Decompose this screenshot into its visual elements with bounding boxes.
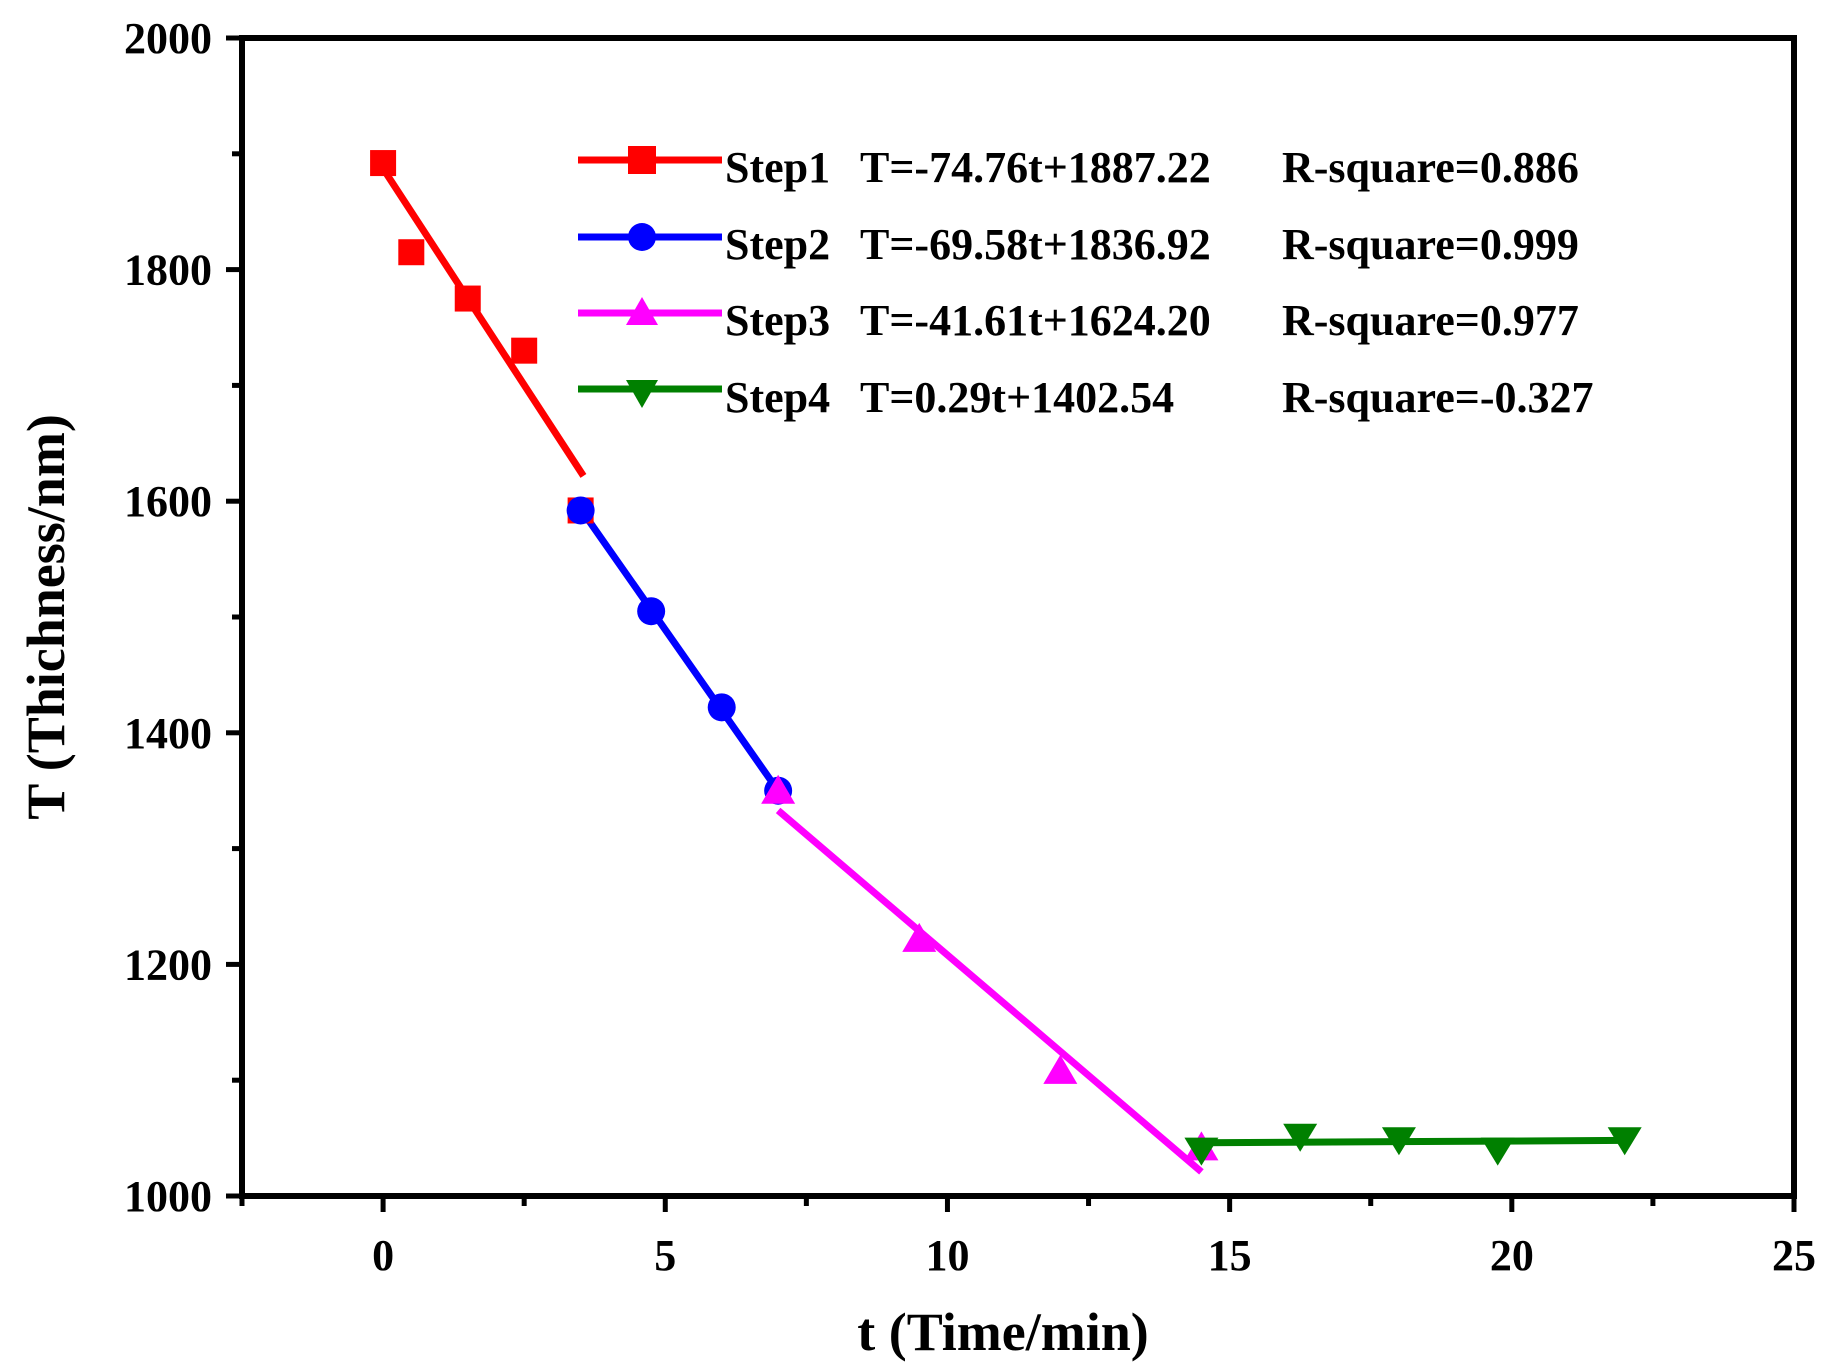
plot-frame [239, 35, 1797, 1199]
legend-name-step1: Step1 [725, 143, 830, 192]
legend-marker-step3 [626, 297, 658, 325]
data-point-step1 [370, 150, 397, 177]
data-point-step3 [761, 774, 796, 804]
y-axis-title: T (Thichness/nm) [16, 414, 76, 820]
legend-equation-step3: T=-41.61t+1624.20 [860, 296, 1211, 345]
data-point-step4 [1480, 1137, 1515, 1166]
legend-rsquare-step4: R-square=-0.327 [1282, 373, 1593, 422]
y-tick-label: 1800 [124, 246, 212, 295]
data-point-step1 [454, 285, 481, 312]
x-tick-label: 10 [925, 1231, 969, 1280]
data-point-step4 [1184, 1137, 1219, 1166]
legend-entry-step4: Step4 T=0.29t+1402.54 R-square=-0.327 [578, 373, 1593, 422]
fit-line-step4 [1201, 1136, 1625, 1147]
x-tick-label: 15 [1208, 1231, 1252, 1280]
data-point-step4 [1283, 1123, 1318, 1152]
data-point-step2 [637, 597, 666, 626]
legend-marker-step4 [626, 380, 658, 408]
fit-lines [380, 166, 1625, 1175]
tick-marks [226, 35, 1797, 1212]
data-point-step1 [511, 337, 538, 364]
data-markers [370, 150, 1642, 1166]
x-tick-label: 25 [1772, 1231, 1816, 1280]
legend-entry-step3: Step3 T=-41.61t+1624.20 R-square=0.977 [578, 296, 1579, 345]
data-point-step2 [566, 496, 595, 525]
x-axis-title: t (Time/min) [857, 1302, 1148, 1362]
y-tick-label: 2000 [124, 14, 212, 63]
legend-equation-step1: T=-74.76t+1887.22 [860, 143, 1211, 192]
y-tick-label: 1600 [124, 477, 212, 526]
legend: Step1 T=-74.76t+1887.22 R-square=0.886 S… [578, 143, 1593, 422]
legend-entry-step1: Step1 T=-74.76t+1887.22 R-square=0.886 [578, 143, 1579, 192]
x-tick-label: 5 [654, 1231, 676, 1280]
legend-rsquare-step2: R-square=0.999 [1282, 220, 1579, 269]
data-point-step2 [707, 693, 736, 722]
tick-labels: 0 5 10 15 20 25 1000 1200 1400 1600 1800 2000 [124, 14, 1816, 1280]
legend-rsquare-step1: R-square=0.886 [1282, 143, 1579, 192]
y-tick-label: 1200 [124, 940, 212, 989]
data-point-step3 [1043, 1054, 1078, 1084]
legend-marker-step2 [628, 223, 656, 251]
data-point-step4 [1607, 1127, 1642, 1156]
legend-marker-step1 [628, 146, 656, 174]
fit-line-step2 [577, 506, 782, 793]
x-tick-label: 0 [372, 1231, 394, 1280]
legend-rsquare-step3: R-square=0.977 [1282, 296, 1579, 345]
fit-line-step3 [775, 807, 1204, 1175]
legend-name-step3: Step3 [725, 296, 830, 345]
legend-equation-step2: T=-69.58t+1836.92 [860, 220, 1211, 269]
y-tick-label: 1000 [124, 1172, 212, 1221]
legend-name-step4: Step4 [725, 373, 830, 422]
legend-equation-step4: T=0.29t+1402.54 [860, 373, 1174, 422]
data-point-step3 [902, 922, 937, 952]
data-point-step4 [1381, 1127, 1416, 1156]
legend-name-step2: Step2 [725, 220, 830, 269]
fit-line-step1 [380, 166, 587, 478]
x-tick-label: 20 [1490, 1231, 1534, 1280]
data-point-step1 [398, 239, 425, 266]
legend-entry-step2: Step2 T=-69.58t+1836.92 R-square=0.999 [578, 220, 1579, 269]
y-tick-label: 1400 [124, 709, 212, 758]
